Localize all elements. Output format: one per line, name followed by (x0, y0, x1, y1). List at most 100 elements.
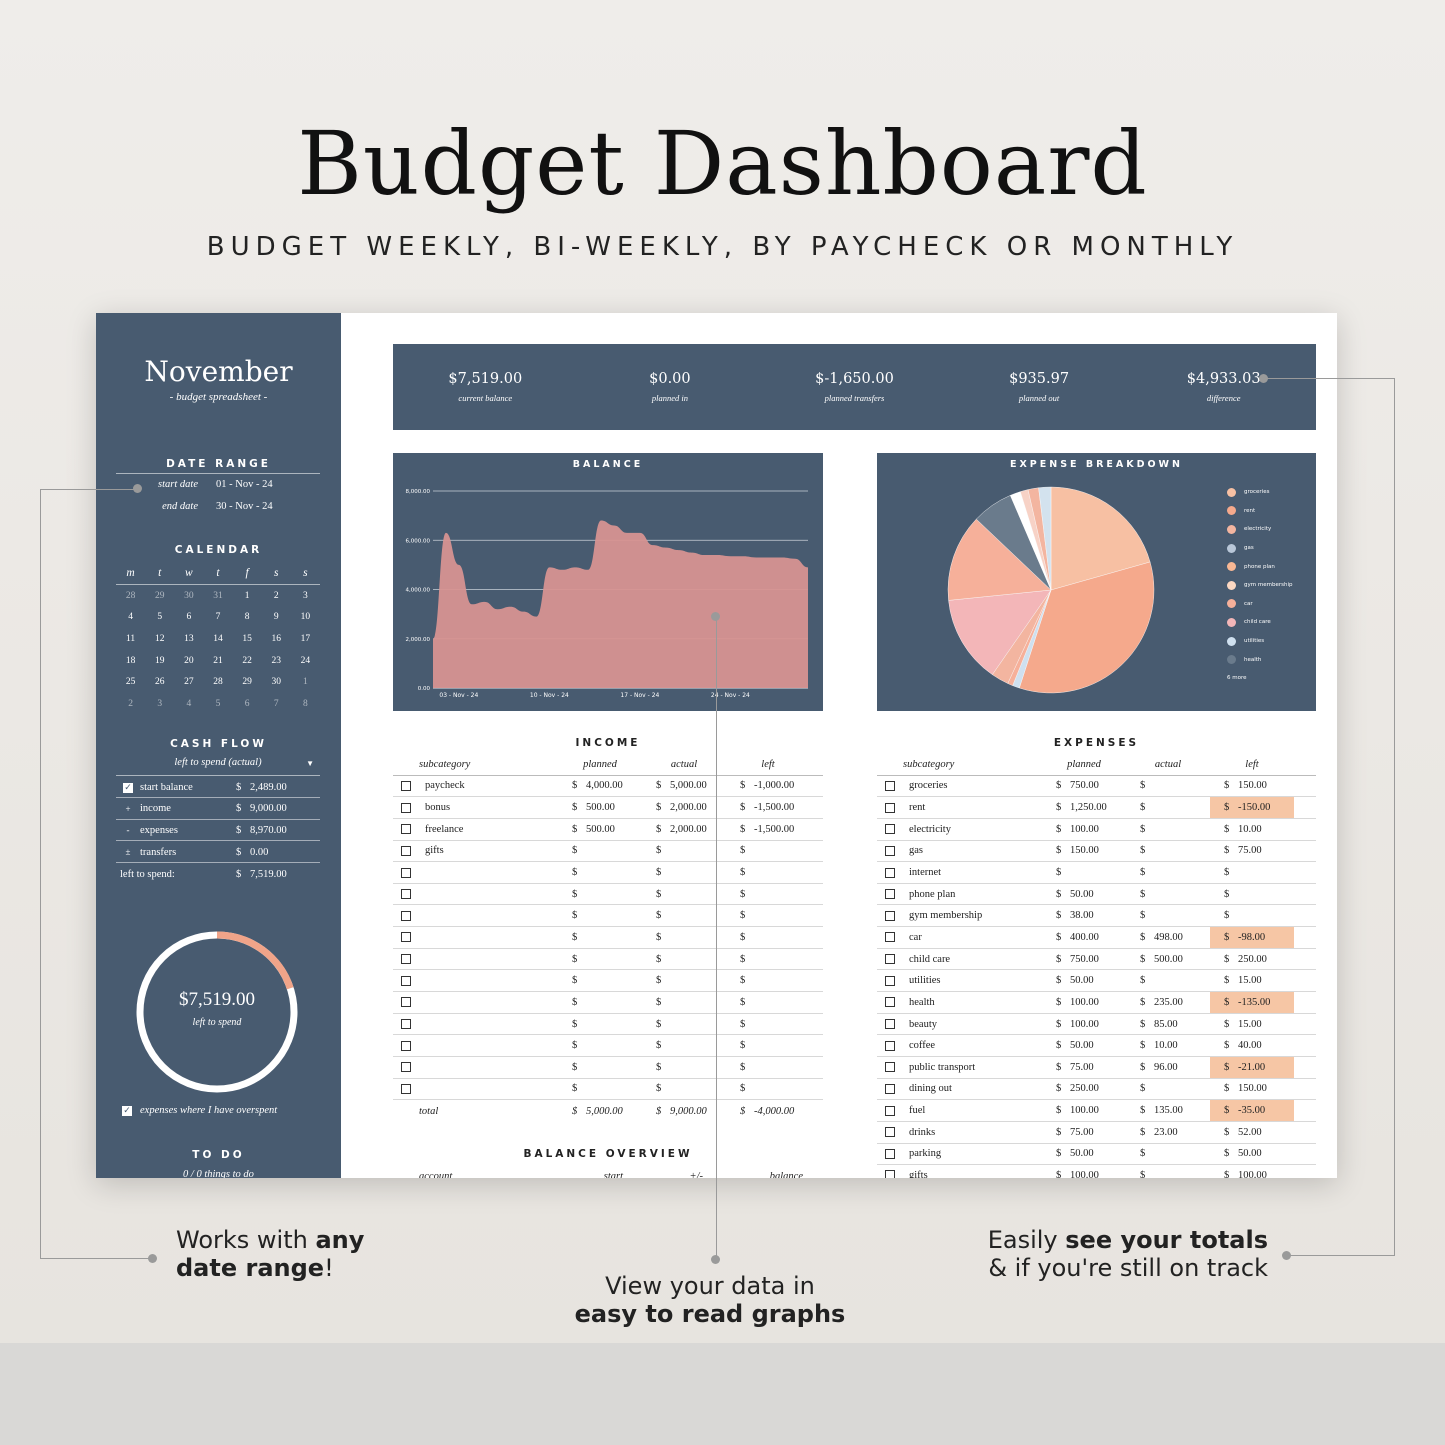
row-left[interactable]: $ -1,500.00 (726, 797, 810, 818)
checkbox[interactable] (885, 1062, 895, 1073)
calendar-day[interactable]: 8 (303, 698, 308, 709)
row-left[interactable]: $75.00 (1210, 840, 1294, 861)
row-actual[interactable]: $ (1126, 884, 1210, 905)
start-date-value[interactable]: 01 - Nov - 24 (216, 479, 273, 490)
row-planned[interactable]: $ (558, 970, 642, 991)
calendar-day[interactable]: 16 (271, 633, 282, 644)
row-planned[interactable]: $ (558, 949, 642, 970)
row-subcategory[interactable]: gym membership (909, 910, 983, 922)
row-left[interactable]: $ (726, 884, 810, 905)
overspent-toggle[interactable]: ✓ expenses where I have overspent (122, 1105, 277, 1116)
checkbox[interactable] (885, 867, 895, 878)
row-planned[interactable]: $ (558, 992, 642, 1013)
calendar-day[interactable]: 22 (242, 655, 252, 666)
checkbox[interactable] (885, 1019, 895, 1029)
checkbox[interactable] (401, 845, 411, 856)
row-planned[interactable]: $150.00 (1042, 840, 1126, 861)
calendar-day[interactable]: 6 (244, 698, 250, 709)
row-planned[interactable]: $100.00 (1042, 1100, 1126, 1121)
row-left[interactable]: $ -1,500.00 (726, 819, 810, 840)
checkbox[interactable] (885, 889, 895, 900)
calendar-day[interactable]: 6 (186, 612, 192, 623)
row-subcategory[interactable]: bonus (425, 802, 451, 814)
row-subcategory[interactable]: parking (909, 1148, 942, 1160)
row-actual[interactable]: $ (642, 949, 726, 970)
calendar-day[interactable]: 17 (300, 633, 311, 644)
row-subcategory[interactable]: car (909, 931, 922, 943)
row-planned[interactable]: $ (558, 840, 642, 861)
row-planned[interactable]: $ (558, 905, 642, 926)
checkbox-checked-icon[interactable]: ✓ (116, 782, 140, 793)
end-date-row[interactable]: end date 30 - Nov - 24 (116, 501, 320, 512)
row-actual[interactable]: $85.00 (1126, 1014, 1210, 1035)
row-left[interactable]: $40.00 (1210, 1035, 1294, 1056)
row-planned[interactable]: $4,000.00 (558, 775, 642, 796)
row-subcategory[interactable]: phone plan (909, 888, 956, 900)
calendar-day[interactable]: 4 (128, 612, 133, 623)
calendar-day[interactable]: 7 (215, 612, 221, 623)
calendar-day[interactable]: 25 (125, 677, 136, 688)
calendar-day[interactable]: 8 (244, 612, 250, 623)
row-planned[interactable]: $100.00 (1042, 992, 1126, 1013)
row-actual[interactable]: $ (642, 840, 726, 861)
row-actual[interactable]: $ (642, 970, 726, 991)
calendar-day[interactable]: 2 (128, 698, 133, 709)
row-subcategory[interactable]: internet (909, 867, 942, 879)
row-actual[interactable]: $2,000.00 (642, 797, 726, 818)
row-actual[interactable]: $10.00 (1126, 1035, 1210, 1056)
row-left[interactable]: $ -1,000.00 (726, 775, 810, 796)
row-subcategory[interactable]: child care (909, 953, 951, 965)
calendar-day[interactable]: 11 (125, 633, 136, 644)
row-actual[interactable]: $ (1126, 819, 1210, 840)
row-actual[interactable]: $ (1126, 1143, 1210, 1164)
checkbox[interactable] (885, 997, 895, 1008)
row-actual[interactable]: $ (642, 884, 726, 905)
calendar-day[interactable]: 3 (157, 698, 163, 709)
row-left[interactable]: $150.00 (1210, 1078, 1294, 1099)
row-planned[interactable]: $ (558, 1057, 642, 1078)
checkbox[interactable] (401, 975, 411, 986)
row-left[interactable]: $52.00 (1210, 1122, 1294, 1143)
row-actual[interactable]: $ (642, 1057, 726, 1078)
row-subcategory[interactable]: groceries (909, 780, 948, 792)
row-left[interactable]: $ (726, 949, 810, 970)
row-actual[interactable]: $ (642, 905, 726, 926)
row-actual[interactable]: $ (642, 1078, 726, 1099)
calendar-day[interactable]: 29 (242, 677, 252, 688)
row-left[interactable]: $ -35.00 (1210, 1100, 1294, 1122)
row-actual[interactable]: $235.00 (1126, 992, 1210, 1013)
calendar-day[interactable]: 2 (273, 590, 279, 601)
row-left[interactable]: $ (726, 905, 810, 926)
row-left[interactable]: $ (726, 862, 810, 883)
row-planned[interactable]: $50.00 (1042, 1143, 1126, 1164)
row-planned[interactable]: $ (558, 884, 642, 905)
row-subcategory[interactable]: drinks (909, 1126, 936, 1138)
calendar-day[interactable]: 18 (125, 655, 136, 666)
checkbox[interactable] (401, 889, 411, 900)
row-planned[interactable]: $1,250.00 (1042, 797, 1126, 818)
row-planned[interactable]: $500.00 (558, 819, 642, 840)
row-actual[interactable]: $ (642, 1035, 726, 1056)
row-left[interactable]: $ (726, 992, 810, 1013)
row-subcategory[interactable]: gas (909, 845, 923, 857)
calendar-day[interactable]: 9 (273, 612, 279, 623)
checkbox[interactable] (401, 1040, 411, 1051)
row-planned[interactable]: $100.00 (1042, 1014, 1126, 1035)
calendar-day[interactable]: 27 (184, 677, 194, 688)
row-left[interactable]: $ (726, 1014, 810, 1035)
row-left[interactable]: $50.00 (1210, 1143, 1294, 1164)
checkbox[interactable] (885, 1148, 895, 1159)
calendar-day[interactable]: 26 (154, 677, 165, 688)
row-actual[interactable]: $ (1126, 862, 1210, 883)
row-planned[interactable]: $ (558, 1078, 642, 1099)
calendar-day[interactable]: 1 (303, 677, 308, 688)
checkbox[interactable] (885, 932, 895, 943)
row-left[interactable]: $ (1210, 862, 1294, 883)
row-actual[interactable]: $ (642, 1014, 726, 1035)
row-actual[interactable]: $ (1126, 775, 1210, 796)
checkbox-checked-icon[interactable]: ✓ (122, 1105, 132, 1116)
row-actual[interactable]: $23.00 (1126, 1122, 1210, 1143)
cash-flow-select[interactable]: left to spend (actual) ▼ (116, 757, 320, 775)
row-subcategory[interactable]: electricity (909, 823, 951, 835)
row-actual[interactable]: $498.00 (1126, 927, 1210, 948)
